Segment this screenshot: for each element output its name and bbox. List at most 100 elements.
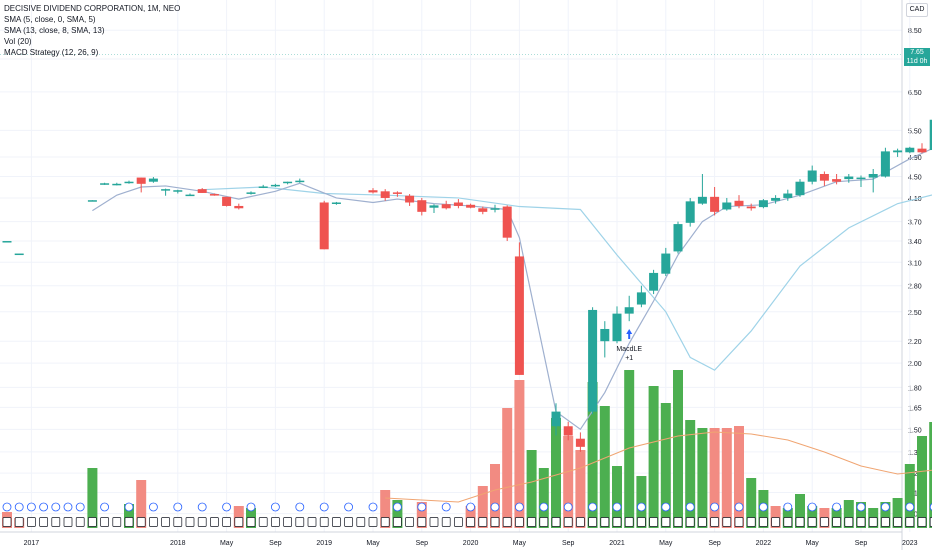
dividend-marker[interactable] [51, 502, 61, 512]
earnings-marker[interactable] [502, 517, 512, 527]
earnings-marker[interactable] [807, 517, 817, 527]
earnings-marker[interactable] [490, 517, 500, 527]
earnings-marker[interactable] [210, 517, 219, 527]
earnings-marker[interactable] [258, 517, 268, 527]
volume-legend[interactable]: Vol (20) [4, 37, 32, 46]
earnings-marker[interactable] [51, 517, 61, 527]
dividend-marker[interactable] [783, 502, 793, 512]
earnings-marker[interactable] [368, 517, 378, 527]
dividend-marker[interactable] [539, 502, 549, 512]
earnings-marker[interactable] [624, 517, 634, 527]
earnings-marker[interactable] [685, 517, 695, 527]
dividend-marker[interactable] [466, 502, 476, 512]
dividend-marker[interactable] [75, 502, 85, 512]
dividend-marker[interactable] [344, 502, 354, 512]
earnings-marker[interactable] [441, 517, 451, 527]
earnings-marker[interactable] [295, 517, 305, 527]
earnings-marker[interactable] [917, 517, 927, 527]
dividend-marker[interactable] [417, 502, 427, 512]
earnings-marker[interactable] [905, 517, 915, 527]
earnings-marker[interactable] [612, 517, 622, 527]
earnings-marker[interactable] [771, 517, 780, 527]
earnings-marker[interactable] [637, 517, 646, 527]
earnings-marker[interactable] [222, 517, 231, 527]
earnings-marker[interactable] [722, 517, 732, 527]
dividend-marker[interactable] [563, 502, 573, 512]
earnings-marker[interactable] [380, 517, 390, 527]
earnings-marker[interactable] [881, 517, 890, 527]
macd-strategy-legend[interactable]: MACD Strategy (12, 26, 9) [4, 48, 99, 57]
dividend-marker[interactable] [637, 502, 646, 512]
earnings-marker[interactable] [539, 517, 549, 527]
dividend-marker[interactable] [392, 502, 402, 512]
dividend-marker[interactable] [270, 502, 280, 512]
earnings-marker[interactable] [271, 517, 280, 527]
dividend-marker[interactable] [100, 502, 109, 512]
earnings-marker[interactable] [478, 517, 488, 527]
earnings-marker[interactable] [588, 517, 597, 527]
earnings-marker[interactable] [454, 517, 463, 527]
dividend-marker[interactable] [490, 502, 500, 512]
dividend-marker[interactable] [441, 502, 451, 512]
dividend-marker[interactable] [807, 502, 817, 512]
dividend-marker[interactable] [39, 502, 48, 512]
earnings-marker[interactable] [466, 517, 475, 527]
earnings-marker[interactable] [759, 517, 768, 527]
earnings-marker[interactable] [112, 517, 122, 527]
dividend-marker[interactable] [295, 502, 305, 512]
dividend-marker[interactable] [612, 502, 622, 512]
dividend-marker[interactable] [63, 502, 73, 512]
dividend-marker[interactable] [588, 502, 597, 512]
earnings-marker[interactable] [319, 517, 329, 527]
dividend-marker[interactable] [246, 502, 256, 512]
earnings-marker[interactable] [661, 517, 671, 527]
earnings-marker[interactable] [710, 517, 719, 527]
dividend-marker[interactable] [905, 502, 915, 512]
dividend-marker[interactable] [685, 502, 695, 512]
earnings-marker[interactable] [356, 517, 366, 527]
earnings-marker[interactable] [161, 517, 170, 527]
earnings-marker[interactable] [527, 517, 536, 527]
dividend-marker[interactable] [14, 502, 24, 512]
earnings-marker[interactable] [2, 517, 12, 527]
sma-13-legend[interactable]: SMA (13, close, 8, SMA, 13) [4, 26, 105, 35]
earnings-marker[interactable] [393, 517, 402, 527]
currency-button[interactable]: CAD [906, 3, 928, 17]
earnings-marker[interactable] [551, 517, 561, 527]
dividend-marker[interactable] [832, 502, 841, 512]
earnings-marker[interactable] [832, 517, 841, 527]
earnings-marker[interactable] [75, 517, 85, 527]
dividend-marker[interactable] [2, 502, 12, 512]
earnings-marker[interactable] [39, 517, 48, 527]
earnings-marker[interactable] [63, 517, 73, 527]
earnings-marker[interactable] [856, 517, 866, 527]
earnings-marker[interactable] [600, 517, 610, 527]
earnings-marker[interactable] [868, 517, 878, 527]
earnings-marker[interactable] [698, 517, 707, 527]
dividend-marker[interactable] [368, 502, 378, 512]
dividend-marker[interactable] [881, 502, 890, 512]
earnings-marker[interactable] [746, 517, 756, 527]
earnings-marker[interactable] [88, 517, 97, 527]
dividend-marker[interactable] [710, 502, 719, 512]
earnings-marker[interactable] [576, 517, 585, 527]
dividend-marker[interactable] [661, 502, 671, 512]
earnings-marker[interactable] [234, 517, 244, 527]
earnings-marker[interactable] [246, 517, 256, 527]
earnings-marker[interactable] [100, 517, 109, 527]
earnings-marker[interactable] [515, 517, 524, 527]
dividend-marker[interactable] [148, 502, 158, 512]
earnings-marker[interactable] [673, 517, 683, 527]
earnings-marker[interactable] [185, 517, 195, 527]
dividend-marker[interactable] [197, 502, 207, 512]
earnings-marker[interactable] [344, 517, 353, 527]
earnings-marker[interactable] [563, 517, 573, 527]
earnings-marker[interactable] [197, 517, 207, 527]
earnings-marker[interactable] [14, 517, 24, 527]
sma-5-legend[interactable]: SMA (5, close, 0, SMA, 5) [4, 15, 96, 24]
symbol-title[interactable]: DECISIVE DIVIDEND CORPORATION, 1M, NEO [4, 4, 181, 13]
dividend-marker[interactable] [734, 502, 744, 512]
earnings-marker[interactable] [783, 517, 793, 527]
earnings-marker[interactable] [820, 517, 829, 527]
